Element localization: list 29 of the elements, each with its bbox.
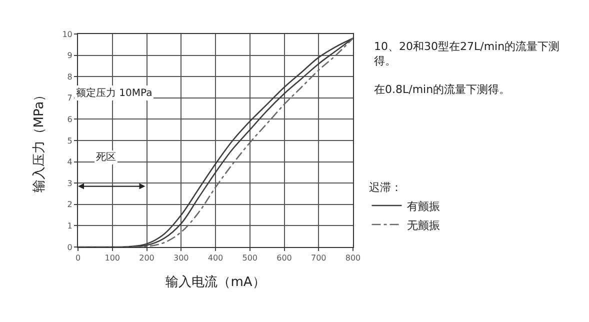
y-tick-label: 0 [67,242,72,252]
y-tick-label: 2 [67,200,72,210]
text: 在0.8L/min的流量下测得。 [374,83,510,96]
x-tick-label: 400 [208,254,224,263]
legend-label: 有颤振 [406,200,440,213]
x-tick-label: 500 [242,254,258,263]
y-tick-label: 10 [62,30,72,39]
y-tick-label: 8 [67,72,72,82]
x-tick-label: 0 [75,254,81,263]
y-tick-label: 4 [67,158,72,167]
legend-title: 迟滞： [368,181,402,194]
y-tick-label: 6 [67,115,72,124]
annotation: 额定压力 10MPa [76,87,152,99]
x-tick-label: 600 [276,254,292,263]
y-tick-label: 9 [67,51,72,60]
x-tick-label: 300 [173,254,189,263]
y-tick-label: 1 [67,222,72,230]
y-tick-label: 7 [67,94,72,103]
legend-label: 无颤振 [406,218,440,232]
y-tick-label: 5 [67,136,72,146]
x-tick-label: 200 [139,254,154,263]
y-axis-title: 输入压力（MPa） [32,88,48,193]
x-tick-label: 700 [310,254,326,263]
text: 10、20和30型在27L/min的流量下测得。 [374,40,560,68]
annotation: 死区 [96,152,116,163]
y-tick-label: 3 [67,178,72,188]
x-axis-title: 输入电流（mA） [166,274,266,290]
x-tick-label: 100 [104,254,120,263]
x-tick-label: 800 [345,254,361,263]
